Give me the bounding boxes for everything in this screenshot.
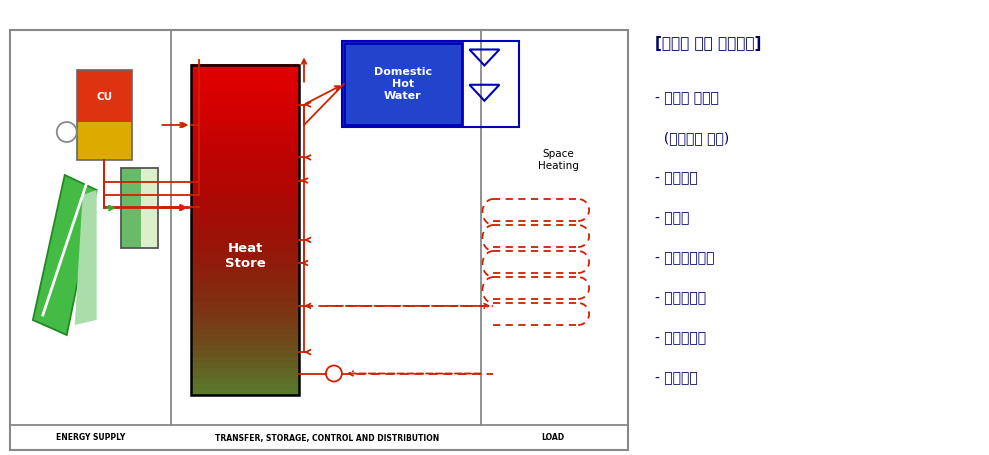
Polygon shape [75, 190, 97, 325]
Bar [121, 168, 158, 248]
Bar [191, 246, 299, 252]
Bar [191, 289, 299, 296]
Polygon shape [33, 175, 97, 335]
Bar [191, 295, 299, 302]
Bar [191, 372, 299, 379]
Bar [191, 268, 299, 274]
Bar [191, 81, 299, 87]
Bar [191, 157, 299, 164]
Bar [191, 284, 299, 290]
Bar [191, 251, 299, 258]
Bar [191, 350, 299, 357]
Bar [191, 317, 299, 324]
Bar [191, 180, 299, 186]
Bar [191, 147, 299, 153]
Bar [191, 65, 299, 395]
Bar [191, 300, 299, 307]
Bar [191, 262, 299, 268]
Text: - 축열조: - 축열조 [656, 211, 690, 225]
Bar [121, 168, 141, 248]
Bar [191, 355, 299, 362]
Bar [77, 70, 132, 160]
Bar [191, 97, 299, 103]
Bar [191, 366, 299, 373]
Bar [191, 229, 299, 236]
Bar [191, 168, 299, 175]
Text: - 난방시스템: - 난방시스템 [656, 331, 706, 345]
Text: CU: CU [96, 92, 112, 102]
Bar [191, 86, 299, 92]
Bar [191, 108, 299, 115]
Bar [191, 113, 299, 120]
Bar [191, 218, 299, 224]
Text: LOAD: LOAD [542, 434, 565, 443]
Bar [342, 41, 519, 127]
Bar [191, 119, 299, 126]
Text: - 태양열 집열기: - 태양열 집열기 [656, 91, 719, 105]
Bar [344, 43, 462, 125]
Bar [191, 312, 299, 318]
Bar [191, 344, 299, 351]
Bar [191, 136, 299, 142]
Bar [191, 70, 299, 76]
Bar [141, 168, 158, 248]
Bar [191, 234, 299, 241]
Bar [191, 378, 299, 384]
Bar [191, 141, 299, 147]
Bar [191, 75, 299, 81]
Bar [191, 185, 299, 192]
Bar [191, 278, 299, 285]
Bar [191, 125, 299, 131]
Bar [191, 152, 299, 158]
Text: [시스템 주요 구성요소]: [시스템 주요 구성요소] [656, 36, 762, 51]
Text: ENERGY SUPPLY: ENERGY SUPPLY [56, 434, 126, 443]
Bar [191, 163, 299, 170]
Text: - 보조열원장치: - 보조열원장치 [656, 251, 715, 265]
Bar [191, 91, 299, 98]
Bar [191, 323, 299, 329]
Text: Space
Heating: Space Heating [538, 149, 579, 171]
Bar [191, 174, 299, 181]
Bar [191, 339, 299, 345]
Text: Heat
Store: Heat Store [225, 243, 266, 270]
Bar [191, 273, 299, 279]
Bar [191, 328, 299, 334]
Bar [191, 383, 299, 389]
Bar [191, 257, 299, 263]
Text: - 급탕시스템: - 급탕시스템 [656, 291, 706, 305]
Bar [191, 306, 299, 313]
Bar [191, 389, 299, 395]
Bar [77, 122, 132, 160]
Bar [191, 223, 299, 230]
Text: (배관계통 포함): (배관계통 포함) [656, 131, 730, 145]
Text: - 제어장치: - 제어장치 [656, 371, 698, 385]
Bar [191, 202, 299, 208]
Bar [191, 334, 299, 340]
Bar [77, 70, 132, 122]
Bar [191, 64, 299, 71]
Bar [191, 207, 299, 213]
Text: TRANSFER, STORAGE, CONTROL AND DISTRIBUTION: TRANSFER, STORAGE, CONTROL AND DISTRIBUT… [215, 434, 439, 443]
Text: - 열교환기: - 열교환기 [656, 171, 698, 185]
Bar [191, 196, 299, 202]
Bar [191, 102, 299, 109]
Bar [191, 130, 299, 136]
Bar [121, 168, 158, 248]
Bar [191, 240, 299, 247]
Bar [191, 212, 299, 219]
Text: Domestic
Hot
Water: Domestic Hot Water [374, 67, 432, 101]
Bar [191, 191, 299, 197]
Bar [191, 361, 299, 368]
